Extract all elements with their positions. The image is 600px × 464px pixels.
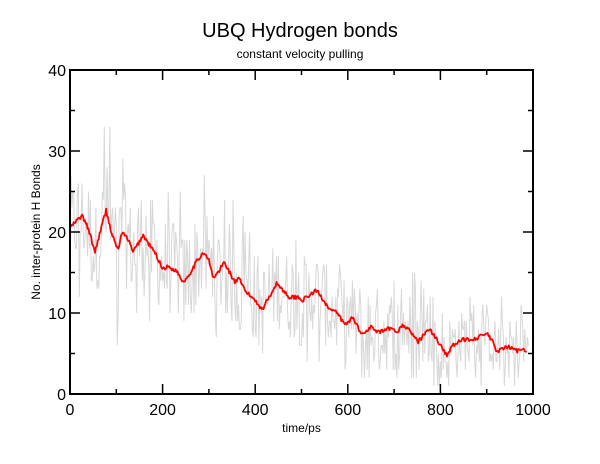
x-tick-label: 800 [427,402,454,419]
y-tick-label: 20 [48,225,66,242]
y-tick-label: 30 [48,144,66,161]
y-axis-label: No. inter-protein H Bonds [29,164,43,299]
x-tick-labels: 0 200 400 600 800 1000 [66,402,551,419]
axis-ticks [69,69,534,395]
x-tick-label: 1000 [515,402,551,419]
x-tick-label: 400 [242,402,269,419]
running-average-line [69,207,527,358]
y-tick-labels: 0 10 20 30 40 [48,63,66,404]
chart-title: UBQ Hydrogen bonds [202,20,398,42]
y-tick-label: 0 [57,387,66,404]
x-tick-label: 600 [334,402,361,419]
x-axis-label: time/ps [282,421,321,435]
raw-series [69,126,529,386]
x-tick-label: 200 [149,402,176,419]
chart-subtitle: constant velocity pulling [236,47,364,61]
x-tick-label: 0 [66,402,75,419]
y-tick-label: 40 [48,63,66,80]
y-tick-label: 10 [48,306,66,323]
